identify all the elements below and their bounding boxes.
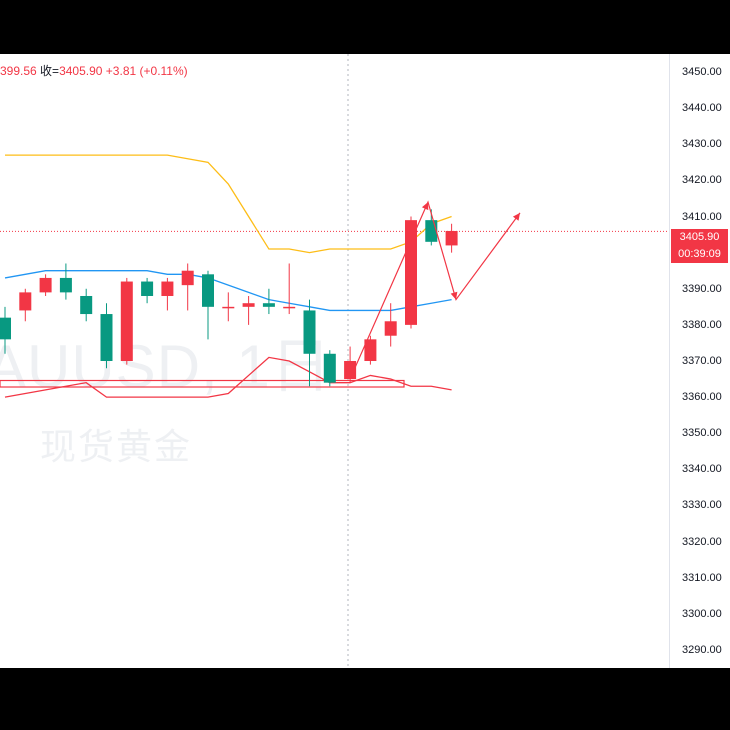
candle-body — [445, 230, 458, 246]
last-price-badge: 3405.90 00:39:09 — [671, 229, 728, 263]
candle-body — [384, 321, 397, 336]
candle-body — [202, 274, 214, 307]
candle-body — [19, 292, 32, 311]
candle-body — [405, 220, 417, 325]
price-tick-label: 3370.00 — [682, 355, 722, 367]
bollinger-upper-band — [5, 154, 452, 254]
arrowhead-up-2 — [512, 212, 520, 221]
candle-body — [364, 339, 377, 361]
price-tick-label: 3340.00 — [682, 463, 722, 476]
candle-body — [222, 306, 235, 309]
candle-body — [262, 303, 275, 307]
close-label: 收= — [40, 64, 60, 78]
candle-body — [283, 306, 296, 309]
countdown-timer: 00:39:09 — [678, 248, 721, 260]
arrowhead-up-1 — [421, 202, 429, 211]
price-tick-label: 3440.00 — [682, 102, 722, 115]
close-value: 3405.90 — [59, 64, 103, 78]
forecast-arrow-path — [349, 200, 521, 380]
ohlc-legend: 399.56 收=3405.90 +3.81 (+0.11%) — [0, 62, 188, 79]
price-tick-label: 3420.00 — [682, 174, 722, 187]
price-tick-label: 3410.00 — [682, 210, 722, 223]
change-value: +3.81 — [105, 64, 137, 78]
last-price-value: 3405.90 — [679, 231, 720, 243]
price-tick-label: 3380.00 — [682, 318, 722, 331]
change-percent: (+0.11%) — [139, 64, 188, 78]
price-tick-label: 3320.00 — [682, 535, 722, 548]
candle-body — [161, 281, 174, 296]
bollinger-middle-band — [4, 270, 452, 312]
candle-body — [242, 303, 255, 307]
instrument-watermark: 现货黄金 — [40, 426, 193, 467]
candle-body — [323, 353, 336, 383]
candle-body — [344, 361, 357, 380]
candle-body — [39, 277, 52, 293]
price-tick-label: 3330.00 — [682, 499, 722, 512]
price-axis[interactable]: 3450.003440.003430.003420.003410.003400.… — [669, 54, 730, 668]
price-tick-label: 3300.00 — [682, 607, 722, 620]
arrowhead-down — [450, 291, 458, 300]
candle-body — [0, 317, 11, 340]
price-tick-label: 3430.00 — [682, 138, 722, 151]
open-value: 399.56 — [0, 64, 37, 78]
candle-body — [141, 281, 154, 296]
price-tick-label: 3360.00 — [682, 391, 722, 404]
candle-body — [181, 270, 194, 286]
candle-body — [80, 295, 93, 315]
candle-body — [425, 220, 438, 242]
candle-body — [120, 281, 133, 361]
price-tick-label: 3450.00 — [682, 66, 722, 79]
price-tick-label: 3350.00 — [682, 427, 722, 440]
price-tick-label: 3310.00 — [682, 571, 722, 584]
price-tick-label: 3390.00 — [682, 282, 722, 295]
price-chart[interactable] — [0, 54, 669, 668]
candle-body — [303, 310, 316, 354]
candle-body — [59, 277, 72, 293]
candle-body — [100, 314, 113, 361]
bollinger-lower-band — [4, 356, 452, 398]
price-tick-label: 3290.00 — [682, 643, 722, 656]
support-zone-rectangle — [0, 379, 405, 388]
